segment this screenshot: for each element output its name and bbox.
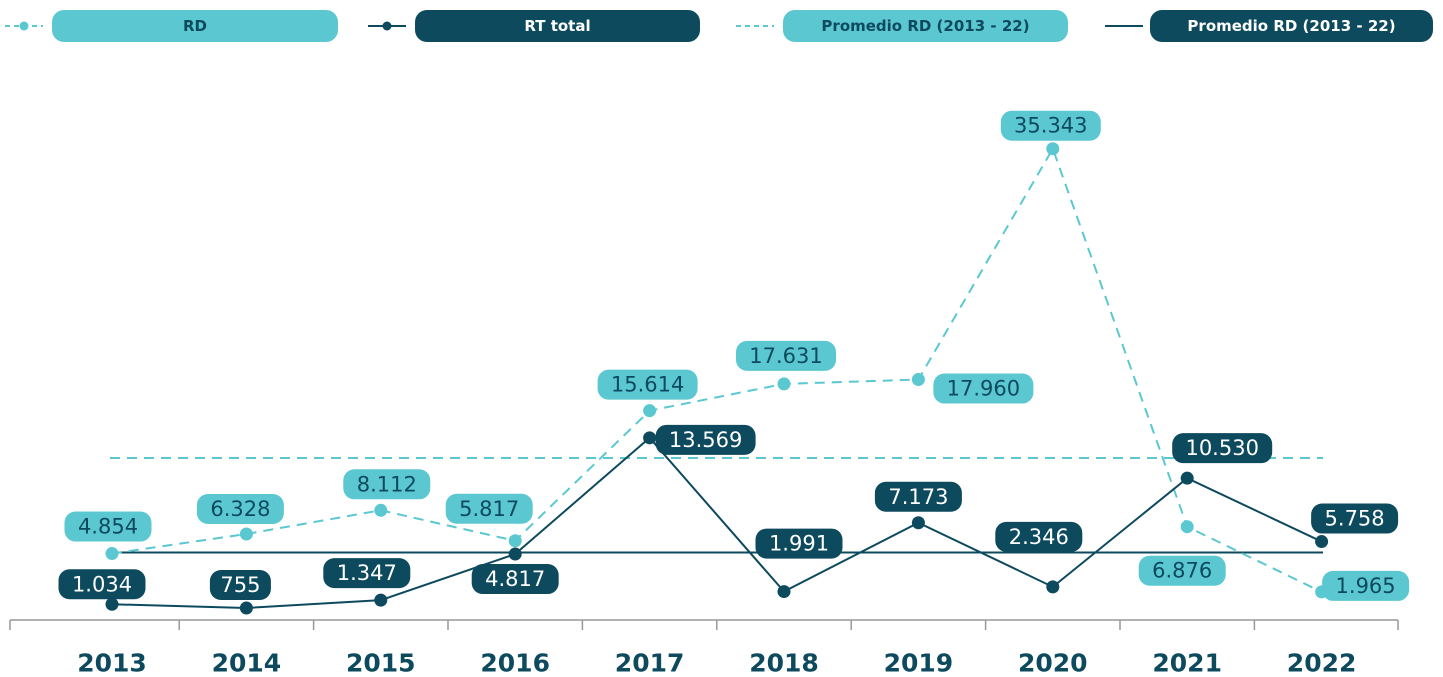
value-label-pill: [1000, 110, 1101, 141]
legend-label: Promedio RD (2013 - 22): [821, 17, 1029, 35]
value-label-pill: [323, 558, 411, 589]
value-label-pill: [933, 373, 1034, 404]
value-label: 6.876: [1152, 559, 1212, 583]
x-tick-label: 2022: [1287, 649, 1357, 677]
value-label: 13.569: [669, 428, 742, 452]
point: [508, 547, 522, 561]
point: [374, 593, 388, 607]
x-tick-label: 2015: [346, 649, 416, 677]
x-tick-label: 2017: [615, 649, 685, 677]
value-label: 15.614: [611, 373, 684, 397]
legend-label: RD: [183, 17, 207, 35]
value-label: 1.991: [769, 532, 829, 556]
point: [777, 377, 791, 391]
value-label-pill: [471, 564, 559, 595]
point: [777, 585, 791, 599]
value-label: 2.346: [1009, 525, 1069, 549]
x-tick-label: 2016: [480, 649, 550, 677]
point: [643, 404, 657, 418]
value-label: 8.112: [357, 472, 417, 496]
value-label-pill: [597, 369, 698, 400]
series-line: [111, 436, 1323, 609]
value-label: 17.631: [749, 344, 822, 368]
legend-label: Promedio RD (2013 - 22): [1187, 17, 1395, 35]
point: [1180, 471, 1194, 485]
point: [1046, 142, 1060, 156]
value-label: 17.960: [947, 377, 1020, 401]
value-label: 7.173: [888, 485, 948, 509]
point: [911, 516, 925, 530]
point: [643, 431, 657, 445]
point: [508, 534, 522, 548]
point: [1180, 520, 1194, 534]
point: [239, 527, 253, 541]
value-label-pill: [1322, 570, 1410, 601]
x-tick-label: 2014: [212, 649, 282, 677]
value-label: 10.530: [1185, 436, 1258, 460]
legend-pill: [52, 10, 338, 42]
value-label-pill: [343, 469, 431, 500]
value-label: 1.965: [1336, 574, 1396, 598]
point: [105, 597, 119, 611]
x-tick-label: 2020: [1018, 649, 1088, 677]
value-label-pill: [736, 340, 836, 371]
value-label-pill: [995, 521, 1083, 552]
value-label-pill: [209, 569, 271, 600]
legend-label: RT total: [524, 17, 590, 35]
value-label: 1.347: [337, 561, 397, 585]
series-line: [111, 146, 1323, 593]
value-label-pill: [64, 511, 152, 542]
value-label-pill: [196, 493, 284, 524]
value-label-pill: [445, 493, 533, 524]
value-label-pill: [1138, 555, 1226, 586]
legend-marker: [382, 21, 392, 31]
value-label: 1.034: [72, 572, 132, 596]
value-label: 6.328: [210, 497, 270, 521]
value-label-pill: [874, 481, 962, 512]
value-label: 5.758: [1325, 507, 1385, 531]
point: [374, 503, 388, 517]
x-tick-label: 2019: [884, 649, 954, 677]
x-tick-label: 2013: [77, 649, 147, 677]
point: [105, 547, 119, 561]
legend-pill: [415, 10, 700, 42]
value-label-pill: [1172, 433, 1273, 464]
value-label-pill: [655, 424, 756, 455]
value-label-pill: [755, 528, 843, 559]
legend-pill: [783, 10, 1068, 42]
value-label: 755: [220, 573, 260, 597]
value-label: 35.343: [1014, 114, 1087, 138]
value-label: 5.817: [459, 497, 519, 521]
point: [1046, 580, 1060, 594]
legend-pill: [1150, 10, 1433, 42]
x-tick-label: 2021: [1152, 649, 1222, 677]
point: [239, 601, 253, 615]
point: [911, 373, 925, 387]
value-label-pill: [1311, 503, 1399, 534]
legend-marker: [19, 21, 29, 31]
value-label: 4.817: [485, 567, 545, 591]
point: [1315, 535, 1329, 549]
value-label: 4.854: [78, 515, 138, 539]
value-label-pill: [58, 569, 146, 600]
x-tick-label: 2018: [749, 649, 819, 677]
